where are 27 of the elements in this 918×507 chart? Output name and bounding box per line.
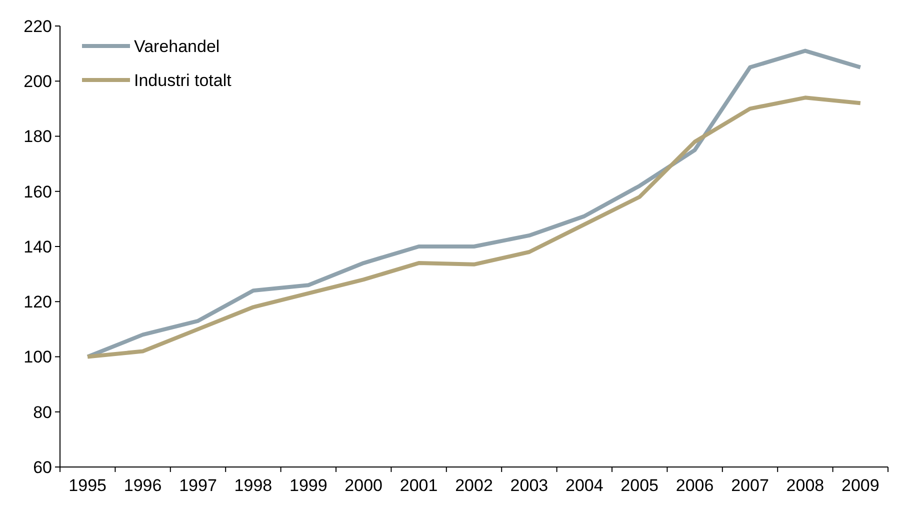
x-tick-label: 1995 xyxy=(68,476,107,495)
legend-label: Varehandel xyxy=(134,36,220,56)
x-tick-label: 2005 xyxy=(620,476,659,495)
x-tick-label: 1998 xyxy=(234,476,272,495)
y-tick-label: 200 xyxy=(24,72,52,92)
y-tick-label: 140 xyxy=(24,237,52,256)
x-tick-label: 2001 xyxy=(400,476,438,495)
x-tick-label: 2006 xyxy=(676,476,714,495)
x-tick-label: 1996 xyxy=(124,476,162,495)
x-tick-label: 2007 xyxy=(731,476,769,495)
x-tick-label: 2009 xyxy=(841,476,880,495)
x-tick-label: 1997 xyxy=(179,476,217,495)
y-tick-label: 120 xyxy=(24,292,52,312)
y-tick-label: 220 xyxy=(24,16,52,36)
y-tick-label: 80 xyxy=(33,402,52,422)
x-tick-label: 2004 xyxy=(565,476,604,495)
y-tick-label: 60 xyxy=(33,458,52,477)
y-tick-label: 180 xyxy=(24,127,52,146)
x-tick-label: 2008 xyxy=(786,476,824,495)
legend-label: Industri totalt xyxy=(134,70,232,90)
y-tick-label: 160 xyxy=(24,182,52,202)
x-tick-label: 2003 xyxy=(510,476,548,495)
line-series xyxy=(86,96,862,359)
x-tick-label: 2002 xyxy=(455,476,493,495)
x-tick-label: 1999 xyxy=(289,476,328,495)
x-tick-label: 2000 xyxy=(344,476,383,495)
y-tick-label: 100 xyxy=(24,348,52,367)
